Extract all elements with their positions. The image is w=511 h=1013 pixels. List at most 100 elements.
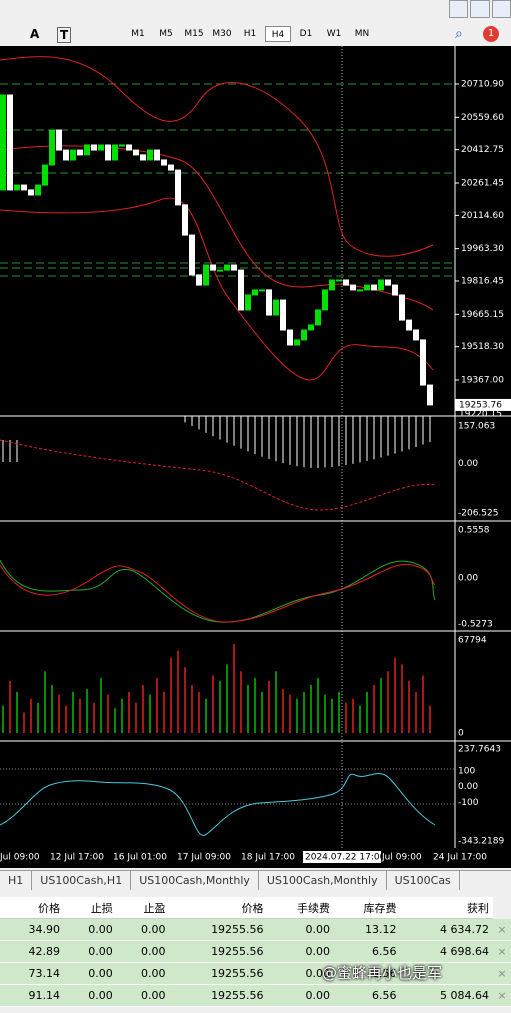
indicator-label: 0.00 (458, 782, 478, 792)
cell: 73.14 (0, 962, 65, 985)
cell: 0.00 (267, 962, 335, 985)
candle (294, 339, 300, 346)
candle (336, 279, 342, 282)
position-row[interactable]: 34.90 0.00 0.00 19255.56 0.00 13.12 4 634.72 × (0, 918, 511, 941)
candle (0, 94, 6, 191)
timeframe-button[interactable]: H1 (243, 29, 257, 39)
candle (315, 309, 321, 326)
timeframe-button[interactable]: MN (354, 29, 370, 39)
indicator-label: 0.5558 (458, 526, 490, 536)
timeframe-button[interactable]: M30 (212, 29, 232, 39)
candle (245, 294, 251, 311)
close-button[interactable]: × (493, 940, 511, 963)
candle (196, 274, 202, 286)
position-row[interactable]: 73.14 0.00 0.00 19255.56 0.00 6.56 × (0, 962, 511, 985)
cell: 6.56 (334, 962, 401, 985)
restore[interactable] (470, 0, 490, 18)
close-button[interactable]: × (493, 962, 511, 985)
price-label: 19816.45 (461, 277, 504, 287)
text-tool[interactable]: A (30, 27, 40, 41)
timeframe-button[interactable]: D1 (299, 29, 313, 39)
position-row[interactable]: 42.89 0.00 0.00 19255.56 0.00 6.56 4 698.64 × (0, 940, 511, 963)
position-row[interactable]: 91.14 0.00 0.00 19255.56 0.00 6.56 5 084.64 × (0, 984, 511, 1007)
search[interactable]: ⌕ (455, 26, 463, 42)
column-header: 库存费 (334, 897, 401, 919)
candle (350, 284, 356, 291)
price-label: 19518.30 (461, 342, 504, 352)
chart-tab[interactable]: H1 (0, 871, 33, 890)
close[interactable] (491, 0, 511, 18)
positions-table: 价格 止损 止盈 价格 手续费 库存费 获利 34.90 0.00 0.00 19255.56 0.0… (0, 897, 511, 1007)
column-header: 手续费 (267, 897, 335, 919)
column-header: 价格 (0, 897, 65, 919)
cell: 4 698.64 (400, 940, 493, 963)
cell: 0.00 (64, 962, 117, 985)
candle (385, 279, 391, 286)
candle (224, 264, 230, 271)
candle (259, 289, 265, 292)
window-buttons (449, 0, 511, 18)
candle (161, 159, 167, 166)
cci-levels (0, 768, 455, 805)
candle (84, 144, 90, 156)
cell: 0.00 (116, 962, 170, 985)
cell: 0.00 (64, 918, 117, 941)
chart-tab[interactable]: US100Cash,Monthly (259, 871, 387, 890)
candle (56, 129, 62, 151)
close-button[interactable]: × (493, 918, 511, 941)
indicator-label: 67794 (458, 636, 487, 646)
candle (126, 144, 132, 151)
notification-badge[interactable]: 1 (483, 26, 499, 42)
cell: 0.00 (267, 940, 335, 963)
candle (406, 319, 412, 331)
cell: 6.56 (334, 940, 401, 963)
candle (399, 294, 405, 321)
indicator-label: -206.525 (458, 509, 498, 519)
timeframe-button[interactable]: M15 (184, 29, 204, 39)
timeframe-button[interactable]: W1 (326, 29, 342, 39)
indicator-label: -343.2189 (458, 837, 504, 847)
candle (420, 339, 426, 386)
candle (14, 184, 20, 191)
candle (287, 329, 293, 346)
crosshair-date-box (303, 851, 381, 863)
column-header: 价格 (169, 897, 268, 919)
timeframe-button[interactable]: H4 (265, 26, 291, 42)
candle (7, 94, 13, 191)
minimize[interactable] (449, 0, 469, 18)
indicator-label: 100 (458, 766, 475, 776)
macd-histogram (0, 440, 20, 462)
indicator-label: 237.7643 (458, 745, 501, 755)
cell: 0.00 (116, 984, 170, 1007)
chart-tab[interactable]: US100Cash,H1 (32, 871, 132, 890)
candle (147, 149, 153, 161)
price-label: 20114.60 (461, 211, 504, 221)
candle (280, 299, 286, 331)
macd-histogram (180, 416, 435, 469)
cell: 42.89 (0, 940, 65, 963)
date-label: 2024.07.22 17:00 (305, 853, 386, 863)
cell: 0.00 (64, 984, 117, 1007)
chart-tab[interactable]: US100Cas (387, 871, 460, 890)
label-tool[interactable]: T (57, 27, 72, 43)
candle (322, 289, 328, 311)
chart-tab[interactable]: US100Cash,Monthly (131, 871, 259, 890)
candle (231, 264, 237, 271)
candle (392, 284, 398, 296)
column-header: 获利 (400, 897, 493, 919)
candle (266, 289, 272, 316)
price-label: 19665.15 (461, 310, 504, 320)
price-label: 20559.60 (461, 113, 504, 123)
candle (154, 149, 160, 161)
cell: 13.12 (334, 918, 401, 941)
level-lines (0, 83, 455, 277)
timeframe-button[interactable]: M1 (131, 29, 145, 39)
timeframe-button[interactable]: M5 (159, 29, 173, 39)
candle (49, 129, 55, 166)
cell: 0.00 (64, 940, 117, 963)
date-label: 17 Jul 09:00 (177, 853, 231, 863)
close-button[interactable]: × (493, 984, 511, 1007)
candle (28, 189, 34, 196)
candle (91, 144, 97, 151)
